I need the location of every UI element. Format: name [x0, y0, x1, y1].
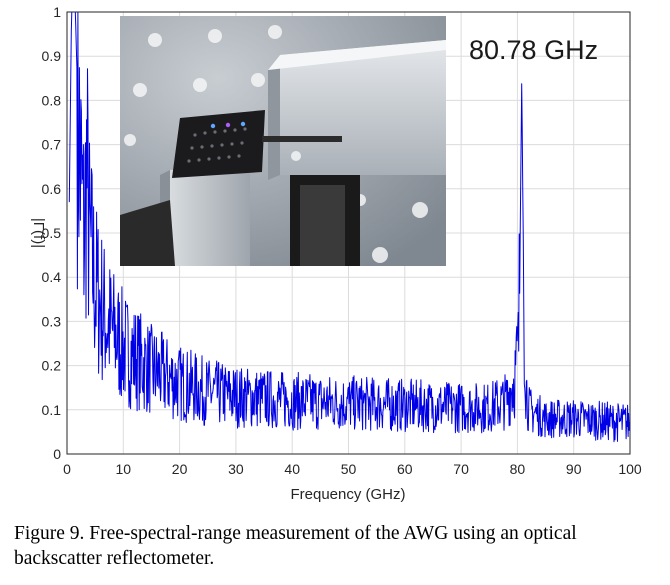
x-tick-label: 0	[63, 461, 71, 477]
figure-caption: Figure 9. Free-spectral-range measuremen…	[14, 523, 577, 569]
y-tick-label: 0.5	[42, 225, 62, 241]
x-axis-ticks: 0 10 20 30 40 50 60 70 80 90 100	[63, 461, 642, 477]
inset-photo	[120, 16, 446, 266]
x-tick-label: 70	[453, 461, 469, 477]
y-tick-label: 0.3	[42, 313, 62, 329]
x-tick-label: 60	[397, 461, 413, 477]
x-tick-label: 90	[566, 461, 582, 477]
peak-annotation: 80.78 GHz	[469, 35, 598, 65]
plot-frame	[66, 11, 631, 455]
x-tick-label: 20	[172, 461, 188, 477]
y-tick-label: 0.7	[42, 137, 62, 153]
x-tick-label: 30	[228, 461, 244, 477]
y-axis-label: |Γ(f)|	[30, 218, 47, 248]
x-tick-label: 50	[341, 461, 357, 477]
y-tick-label: 0.9	[42, 48, 62, 64]
y-tick-label: 1	[53, 4, 61, 20]
y-tick-label: 0.2	[42, 358, 62, 374]
y-tick-label: 0.4	[42, 269, 62, 285]
y-tick-label: 0.6	[42, 181, 62, 197]
x-tick-label: 80	[510, 461, 526, 477]
y-tick-label: 0.8	[42, 92, 62, 108]
x-tick-label: 10	[116, 461, 132, 477]
series-line	[68, 11, 631, 443]
x-axis-label: Frequency (GHz)	[290, 486, 405, 503]
y-tick-label: 0.1	[42, 402, 62, 418]
y-tick-label: 0	[53, 446, 61, 462]
x-tick-label: 100	[618, 461, 642, 477]
chart: 0 10 20 30 40 50 60 70 80 90 100 00.10.20.30.40.50…	[30, 4, 642, 503]
y-axis-ticks: 0 0.1 0.2 0.3 0.4 0.5 0.6 0.7 0.8 0.9 1	[42, 4, 62, 462]
x-tick-label: 40	[284, 461, 300, 477]
